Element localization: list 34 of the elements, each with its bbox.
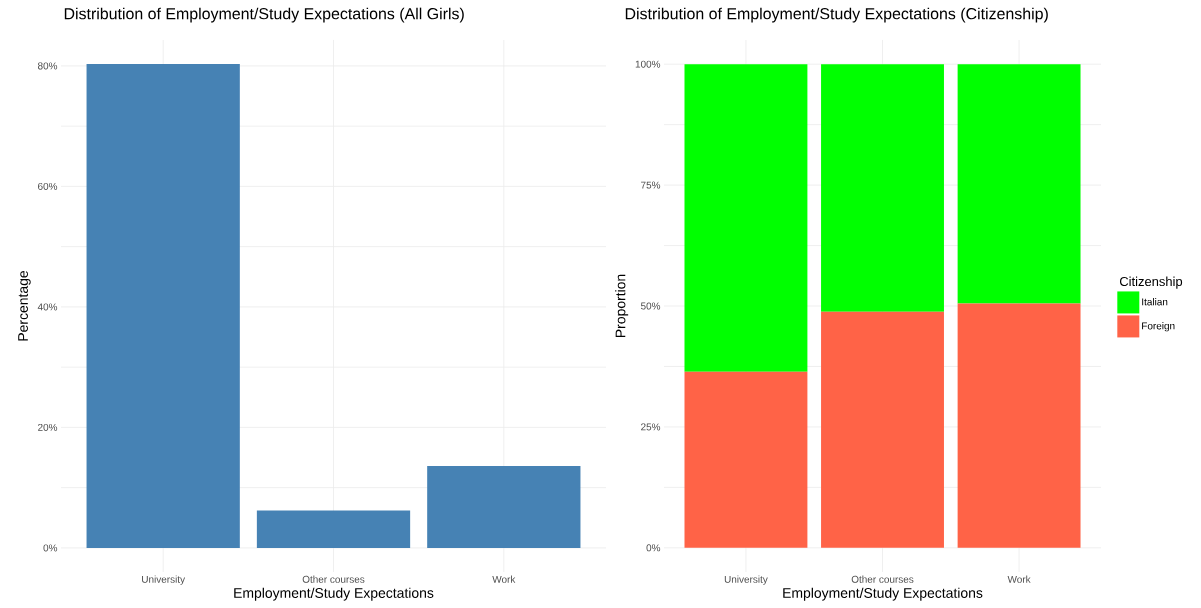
bar bbox=[86, 64, 240, 548]
y-axis-title: Proportion bbox=[615, 274, 629, 338]
y-tick-label: 0% bbox=[646, 544, 661, 552]
y-tick-label: 20% bbox=[38, 423, 58, 431]
y-tick-label: 25% bbox=[641, 423, 661, 431]
x-tick-label: Work bbox=[1007, 575, 1031, 583]
bar bbox=[821, 311, 944, 548]
y-tick-label: 0% bbox=[43, 544, 58, 552]
bar bbox=[427, 465, 581, 548]
x-axis-title: Employment/Study Expectations bbox=[783, 587, 983, 601]
x-tick-label: Other courses bbox=[851, 575, 914, 583]
x-tick-label: Other courses bbox=[302, 575, 365, 583]
x-axis-title: Employment/Study Expectations bbox=[234, 587, 434, 601]
bar bbox=[256, 510, 411, 548]
x-tick-label: University bbox=[142, 575, 186, 585]
bar bbox=[821, 64, 944, 312]
y-tick-label: 60% bbox=[38, 182, 58, 190]
y-tick-label: 50% bbox=[640, 302, 661, 310]
bar bbox=[957, 64, 1081, 304]
legend-label: Foreign bbox=[1142, 322, 1175, 332]
x-tick-label: Work bbox=[492, 575, 516, 583]
y-tick-label: 100% bbox=[635, 60, 661, 68]
y-tick-label: 80% bbox=[37, 62, 58, 70]
bar bbox=[684, 371, 808, 548]
legend-title: Citizenship bbox=[1119, 276, 1183, 289]
y-tick-label: 40% bbox=[37, 303, 58, 311]
x-tick-label: University bbox=[724, 575, 768, 585]
bar bbox=[684, 64, 808, 372]
y-axis-title: Percentage bbox=[18, 270, 31, 341]
legend-label: Italian bbox=[1142, 298, 1168, 306]
bar bbox=[957, 303, 1081, 548]
y-tick-label: 75% bbox=[641, 181, 661, 189]
chart-title: Distribution of Employment/Study Expectations (Citizenship) bbox=[625, 7, 1048, 23]
chart-title: Distribution of Employment/Study Expectations (All Girls) bbox=[64, 7, 464, 23]
